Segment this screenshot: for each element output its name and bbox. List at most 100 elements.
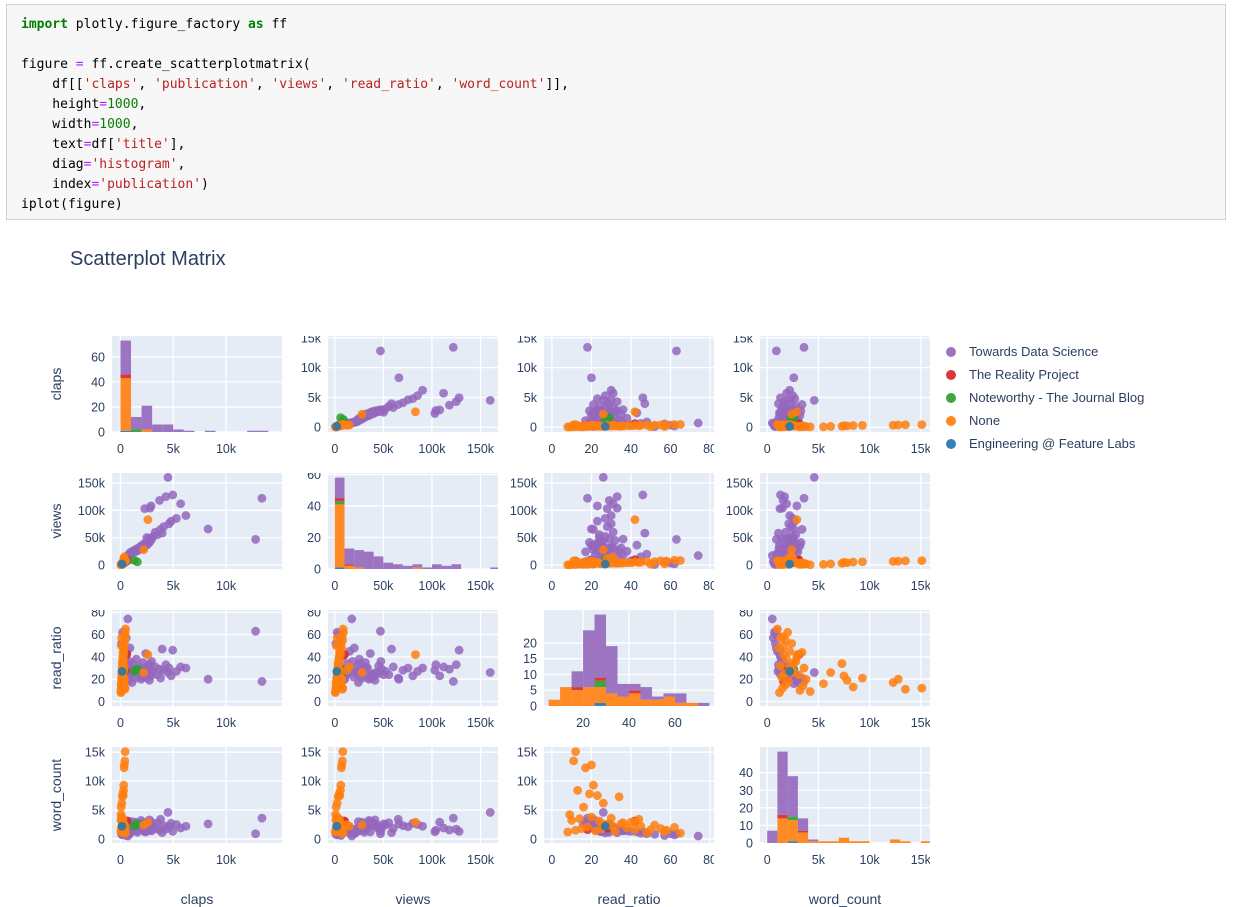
subplot-views-vs-read_ratio[interactable]: 0 20 40 60 80 0 50k 100k 150k: [498, 473, 717, 615]
svg-text:20: 20: [523, 636, 537, 650]
subplot-word_count-vs-read_ratio[interactable]: 0 20 40 60 80 0 5k 10k 15k: [498, 746, 717, 889]
legend-marker-icon: [946, 392, 956, 403]
svg-text:50k: 50k: [373, 442, 394, 456]
code-token: ): [201, 177, 209, 192]
subplot-views-vs-views-histogram[interactable]: 0 50k 100k 150k 0 20 40 60: [282, 468, 498, 615]
svg-text:80: 80: [703, 442, 714, 456]
code-token: ,: [435, 77, 452, 92]
svg-text:0: 0: [331, 853, 338, 867]
legend-item-2[interactable]: Noteworthy - The Journal Blog: [946, 386, 1144, 409]
svg-text:0: 0: [746, 421, 753, 435]
svg-text:5k: 5k: [812, 716, 826, 730]
svg-text:5k: 5k: [812, 853, 826, 867]
svg-text:0: 0: [314, 563, 321, 577]
code-token: ,: [326, 77, 342, 92]
svg-text:80: 80: [703, 579, 714, 593]
svg-text:5k: 5k: [308, 391, 322, 405]
svg-text:0: 0: [117, 442, 124, 456]
row-axis-label-read_ratio: read_ratio: [48, 626, 64, 690]
svg-text:40: 40: [307, 650, 321, 664]
subplot-views-vs-claps[interactable]: 0 5k 10k 0 50k 100k 150k: [66, 473, 282, 615]
svg-text:80: 80: [91, 610, 105, 620]
svg-text:20: 20: [307, 531, 321, 545]
code-token: 'word_count': [451, 77, 546, 92]
svg-text:5k: 5k: [812, 579, 826, 593]
svg-text:10k: 10k: [860, 853, 881, 867]
svg-text:0: 0: [117, 853, 124, 867]
subplot-read_ratio-vs-read_ratio-histogram[interactable]: 20 40 60 0 5 10 15 20: [498, 610, 714, 752]
subplot-claps-vs-read_ratio[interactable]: 0 20 40 60 80 0 5k 10k 15k: [498, 331, 717, 478]
svg-text:10k: 10k: [301, 775, 322, 789]
legend-marker-icon: [946, 415, 956, 426]
svg-text:5k: 5k: [167, 853, 181, 867]
svg-text:60: 60: [307, 628, 321, 642]
legend-label: Towards Data Science: [969, 344, 1099, 359]
svg-text:15: 15: [523, 652, 537, 666]
code-token: =: [91, 177, 100, 192]
legend-label: None: [969, 413, 1001, 428]
code-token: height: [21, 97, 100, 112]
svg-text:10k: 10k: [517, 775, 538, 789]
svg-text:30: 30: [739, 784, 753, 798]
code-token: width: [21, 117, 92, 132]
svg-text:60: 60: [664, 853, 678, 867]
svg-text:0: 0: [746, 695, 753, 709]
legend-marker-icon: [946, 438, 956, 449]
legend-item-0[interactable]: Towards Data Science: [946, 340, 1144, 363]
legend-item-4[interactable]: Engineering @ Feature Labs: [946, 432, 1144, 455]
subplot-claps-vs-claps-histogram[interactable]: 0 5k 10k 0 20 40 60: [66, 336, 282, 478]
subplot-claps-vs-word_count[interactable]: 0 5k 10k 15k 0 5k 10k 15k: [714, 331, 932, 478]
subplot-word_count-vs-word_count-histogram[interactable]: 0 5k 10k 15k 0 10 20 30 40: [714, 747, 932, 889]
svg-text:0: 0: [331, 442, 338, 456]
svg-text:15k: 15k: [911, 853, 930, 867]
subplot-read_ratio-vs-views[interactable]: 0 50k 100k 150k 0 20 40 60 80: [282, 606, 498, 752]
code-token: diag: [21, 157, 84, 172]
code-token: =: [75, 57, 84, 72]
svg-text:0: 0: [530, 700, 537, 714]
subplot-read_ratio-vs-claps[interactable]: 0 5k 10k 0 20 40 60 80: [66, 606, 282, 752]
code-token: 'views': [271, 77, 327, 92]
svg-text:80: 80: [307, 610, 321, 620]
svg-text:20: 20: [584, 853, 598, 867]
svg-text:40: 40: [739, 650, 753, 664]
code-token: 'histogram': [91, 157, 178, 172]
svg-text:0: 0: [314, 695, 321, 709]
svg-text:150k: 150k: [78, 476, 106, 490]
subplot-read_ratio-vs-word_count[interactable]: 0 5k 10k 15k 0 20 40 60 80: [714, 606, 932, 752]
code-block[interactable]: import plotly.figure_factory as ff figur…: [7, 5, 1225, 225]
svg-text:20: 20: [91, 673, 105, 687]
subplot-claps-vs-views[interactable]: 0 50k 100k 150k 0 5k 10k 15k: [282, 331, 498, 478]
figure-title: Scatterplot Matrix: [70, 248, 226, 270]
svg-text:100k: 100k: [510, 504, 538, 518]
svg-text:5k: 5k: [167, 579, 181, 593]
svg-text:0: 0: [98, 695, 105, 709]
svg-text:0: 0: [314, 832, 321, 846]
svg-text:10k: 10k: [517, 361, 538, 375]
svg-text:0: 0: [530, 421, 537, 435]
svg-text:0: 0: [764, 579, 771, 593]
legend-label: The Reality Project: [969, 367, 1079, 382]
svg-text:40: 40: [91, 375, 105, 389]
code-token: ff.create_scatterplotmatrix(: [83, 57, 311, 72]
svg-text:0: 0: [746, 559, 753, 573]
code-token: figure: [21, 57, 76, 72]
subplot-word_count-vs-views[interactable]: 0 50k 100k 150k 0 5k 10k 15k: [282, 746, 498, 889]
subplot-word_count-vs-claps[interactable]: 0 5k 10k 0 5k 10k 15k: [66, 746, 282, 889]
subplot-views-vs-word_count[interactable]: 0 5k 10k 15k 0 50k 100k 150k: [714, 473, 932, 615]
svg-text:100k: 100k: [418, 579, 446, 593]
svg-text:50k: 50k: [733, 531, 754, 545]
code-cell[interactable]: import plotly.figure_factory as ff figur…: [6, 4, 1226, 220]
legend-item-3[interactable]: None: [946, 409, 1144, 432]
svg-text:40: 40: [624, 579, 638, 593]
code-token: 'title': [114, 137, 170, 152]
svg-text:60: 60: [664, 579, 678, 593]
legend-item-1[interactable]: The Reality Project: [946, 363, 1144, 386]
svg-text:5k: 5k: [740, 391, 754, 405]
svg-text:0: 0: [117, 716, 124, 730]
svg-text:80: 80: [739, 610, 753, 620]
svg-text:5k: 5k: [524, 391, 538, 405]
svg-text:150k: 150k: [467, 853, 495, 867]
row-axis-label-word_count: word_count: [48, 758, 64, 832]
code-token: ],: [169, 137, 186, 152]
code-token: ,: [177, 157, 186, 172]
